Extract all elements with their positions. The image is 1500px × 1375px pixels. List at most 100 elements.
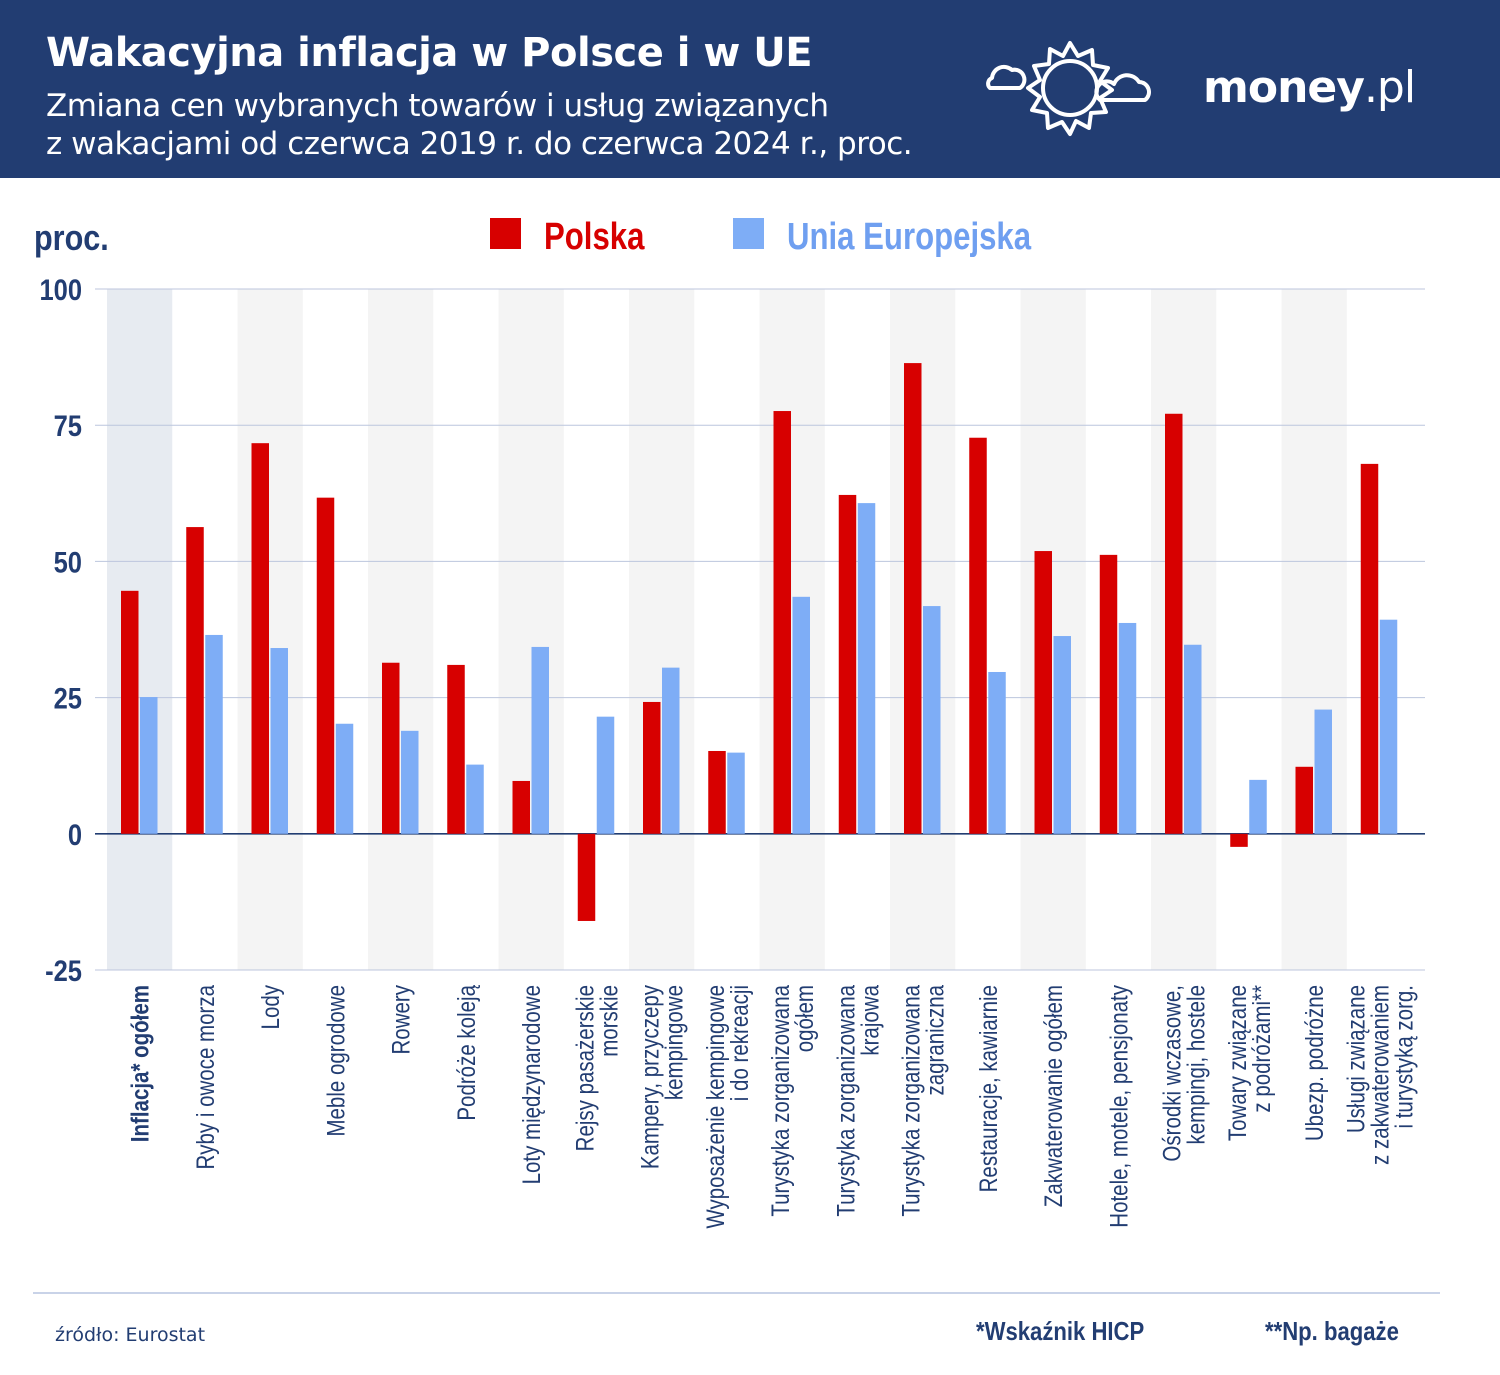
y-tick-label: -25: [45, 954, 82, 987]
footnote-bagaze: **Np. bagaże: [1265, 1316, 1399, 1346]
money-pl-logo: money.pl: [1203, 62, 1416, 113]
bar-eu-3: [335, 723, 354, 834]
category-band: [1020, 289, 1086, 970]
bar-eu-7: [596, 716, 615, 834]
bar-eu-17: [1249, 779, 1267, 834]
bar-pl-17: [1230, 833, 1248, 847]
category-label-line: Turystyka zorganizowana: [897, 985, 925, 1217]
bar-pl-0: [121, 590, 139, 834]
bar-pl-5: [447, 664, 465, 834]
category-label-line: Podróże koleją: [452, 985, 480, 1121]
category-label-line: ogółem: [790, 985, 818, 1052]
bar-chart: 100 75 50 25 0 -25 proc. Polska Unia Europejska I…: [34, 216, 1425, 1229]
category-band: [1151, 289, 1217, 970]
category-label-line: Wyposażenie kempingowe: [701, 985, 729, 1229]
category-label-line: Ośrodki wczasowe,: [1158, 985, 1186, 1162]
bar-pl-14: [1034, 551, 1052, 834]
y-tick-label: 0: [68, 818, 82, 851]
bar-eu-16: [1184, 644, 1202, 834]
category-label-2: Lody: [256, 984, 284, 1029]
category-label-5: Podróże koleją: [452, 985, 480, 1121]
bar-pl-16: [1165, 413, 1183, 834]
category-label-line: Restauracje, kawiarnie: [974, 985, 1002, 1192]
y-tick-label: 50: [54, 545, 82, 578]
bar-pl-8: [643, 701, 661, 834]
category-label-4: Rowery: [387, 985, 415, 1055]
bar-eu-18: [1314, 709, 1332, 834]
category-label-line: Inflacja* ogółem: [126, 985, 154, 1142]
bar-pl-13: [969, 437, 987, 834]
category-label-line: kempingi, hostele: [1182, 985, 1210, 1145]
bar-pl-7: [577, 833, 596, 921]
subtitle-part-a: z wakacjami: [46, 126, 241, 162]
bar-eu-8: [662, 667, 680, 834]
bar-pl-10: [773, 411, 791, 834]
category-label-line: kempingowe: [660, 985, 688, 1100]
bar-eu-2: [270, 648, 288, 834]
category-label-line: morskie: [594, 985, 622, 1057]
category-label-1: Ryby i owoce morza: [191, 985, 219, 1170]
source-text: źródło: Eurostat: [55, 1324, 206, 1346]
bar-eu-4: [401, 730, 419, 834]
category-label-line: Towary związane: [1223, 985, 1251, 1141]
bar-pl-4: [382, 662, 400, 834]
legend-label-eu: Unia Europejska: [787, 216, 1032, 258]
category-label-line: Hotele, motele, pensjonaty: [1104, 984, 1132, 1227]
legend-swatch-pl: [490, 218, 521, 249]
bar-eu-5: [466, 764, 484, 834]
subtitle-line-2: z wakacjami od czerwca 2019 r. do czerwc…: [46, 126, 913, 162]
category-label-line: Ryby i owoce morza: [191, 985, 219, 1170]
category-band: [890, 289, 956, 970]
bar-pl-3: [316, 497, 335, 834]
bar-pl-11: [838, 494, 857, 834]
y-tick-label: 100: [39, 273, 82, 306]
category-label-line: krajowa: [855, 985, 883, 1056]
category-label-line: Loty międzynarodowe: [517, 985, 545, 1184]
category-label-line: Turystyka zorganizowana: [766, 985, 794, 1217]
legend-swatch-eu: [733, 218, 764, 249]
category-label-line: Lody: [256, 984, 284, 1029]
category-band: [368, 289, 434, 970]
category-band: [759, 289, 825, 970]
bar-eu-1: [205, 634, 223, 834]
category-label-line: Ubezp. podróżne: [1300, 985, 1328, 1141]
header: Wakacyjna inflacja w Polsce i w UE Zmian…: [0, 0, 1500, 178]
bar-eu-19: [1379, 619, 1398, 834]
category-label-line: z zakwaterowaniem: [1365, 985, 1393, 1165]
category-label-14: Zakwaterowanie ogółem: [1039, 985, 1067, 1207]
category-label-line: Rowery: [387, 985, 415, 1055]
sun-cloud-icon: [986, 41, 1151, 136]
bar-pl-19: [1360, 463, 1379, 834]
y-axis-label: proc.: [34, 219, 109, 259]
bar-eu-11: [857, 503, 876, 834]
bar-eu-10: [792, 596, 810, 834]
bar-pl-9: [708, 750, 726, 834]
category-label-15: Hotele, motele, pensjonaty: [1104, 984, 1132, 1227]
category-label-line: i turystyką zorg.: [1389, 985, 1417, 1129]
bar-pl-2: [251, 443, 269, 834]
bar-eu-13: [988, 671, 1006, 834]
category-label-16: Ośrodki wczasowe,kempingi, hostele: [1158, 985, 1210, 1162]
category-label-line: Rejsy pasażerskie: [570, 985, 598, 1151]
subtitle-part-b: od czerwca 2019 r. do czerwca 2024 r., p…: [240, 126, 913, 162]
category-band: [498, 289, 564, 970]
category-label-18: Ubezp. podróżne: [1300, 985, 1328, 1141]
category-band: [237, 289, 303, 970]
category-label-0: Inflacja* ogółem: [126, 985, 154, 1142]
bar-pl-6: [512, 780, 530, 834]
category-label-line: i do rekreacji: [725, 985, 753, 1101]
category-label-line: zagraniczna: [921, 985, 949, 1096]
footnote-hicp: *Wskaźnik HICP: [976, 1316, 1145, 1346]
bar-eu-6: [531, 646, 549, 834]
y-tick-label: 25: [54, 682, 82, 715]
bar-pl-1: [186, 527, 204, 834]
footer-divider: [33, 1292, 1440, 1294]
category-band: [107, 289, 173, 970]
